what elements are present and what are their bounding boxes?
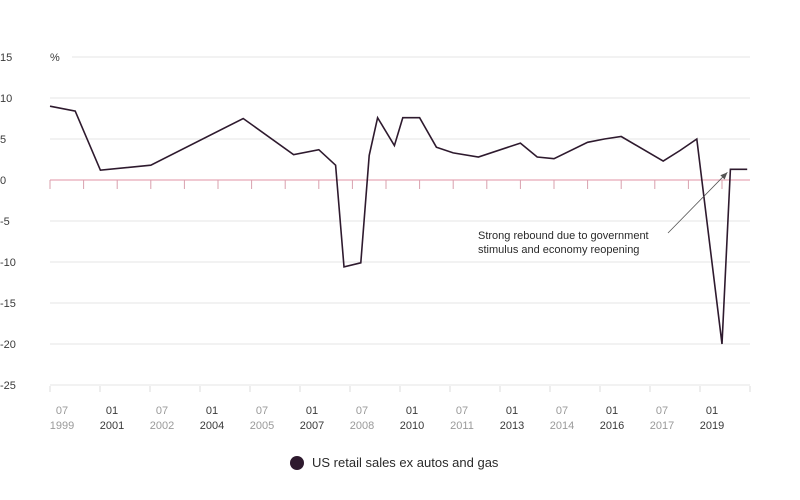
y-axis-ticks: 15 10 5 0 -5 -10 -15 -20 -25 — [0, 52, 16, 392]
x-tick-label-month: 07 — [656, 405, 668, 417]
x-tick-label-month: 01 — [706, 405, 718, 417]
legend-swatch — [290, 455, 304, 470]
x-tick-label-month: 07 — [456, 405, 468, 417]
x-tick-label: 07 2011 — [450, 405, 474, 432]
line-chart: 15 10 5 0 -5 -10 -15 -20 -25 % 07 1999 01 2001 07 200… — [0, 52, 751, 432]
x-axis-labels: 07 1999 01 2001 07 2002 01 2004 07 2005 01 2007 07 20… — [50, 405, 724, 432]
x-tick-label-month: 01 — [506, 405, 518, 417]
x-tick-label-month: 07 — [56, 405, 68, 417]
annotation-text-line-2: stimulus and economy reopening — [478, 244, 639, 256]
x-tick-label-year: 2011 — [450, 420, 474, 432]
x-tick-label: 07 2017 — [650, 405, 674, 432]
legend: US retail sales ex autos and gas — [290, 455, 498, 470]
gridlines — [50, 56, 750, 386]
x-tick-label-year: 2017 — [650, 420, 674, 432]
x-tick-label: 01 2019 — [700, 405, 724, 432]
y-tick-label: -15 — [0, 298, 16, 310]
legend-label: US retail sales ex autos and gas — [312, 455, 499, 470]
series-line-us-retail-sales — [49, 105, 748, 345]
x-tick-label: 07 2005 — [250, 405, 274, 432]
y-axis-unit-label: % — [50, 52, 60, 64]
y-tick-label: -5 — [0, 216, 10, 228]
x-tick-label-month: 01 — [106, 405, 118, 417]
x-tick-label: 01 2016 — [600, 405, 624, 432]
y-tick-label: 10 — [0, 93, 12, 105]
x-tick-label: 01 2013 — [500, 405, 524, 432]
x-axis-ticks — [49, 180, 751, 392]
x-tick-label: 01 2004 — [200, 405, 224, 432]
x-tick-label-month: 07 — [356, 405, 368, 417]
y-tick-label: 15 — [0, 52, 12, 64]
y-tick-label: -10 — [0, 257, 16, 269]
x-tick-label-month: 01 — [406, 405, 418, 417]
annotation-arrowhead — [720, 172, 728, 180]
x-tick-label: 07 1999 — [50, 405, 74, 432]
x-tick-label-year: 2008 — [350, 420, 374, 432]
x-tick-label: 01 2007 — [300, 405, 324, 432]
x-tick-label-month: 01 — [606, 405, 618, 417]
x-tick-label-year: 2005 — [250, 420, 274, 432]
y-tick-label: -25 — [0, 380, 16, 392]
x-tick-label-year: 2019 — [700, 420, 724, 432]
annotation: Strong rebound due to government stimulu… — [478, 172, 728, 256]
x-tick-label-year: 1999 — [50, 420, 74, 432]
y-tick-label: -20 — [0, 339, 16, 351]
x-tick-label-year: 2007 — [300, 420, 324, 432]
x-tick-label: 01 2010 — [400, 405, 424, 432]
x-tick-label-year: 2010 — [400, 420, 424, 432]
x-tick-label-year: 2014 — [550, 420, 574, 432]
x-tick-label-month: 07 — [556, 405, 568, 417]
annotation-text-line-1: Strong rebound due to government — [478, 230, 649, 242]
x-tick-label-year: 2002 — [150, 420, 174, 432]
x-tick-label: 07 2008 — [350, 405, 374, 432]
x-tick-label-year: 2004 — [200, 420, 224, 432]
x-tick-label-month: 01 — [306, 405, 318, 417]
x-tick-label: 07 2002 — [150, 405, 174, 432]
x-tick-label-year: 2016 — [600, 420, 624, 432]
x-tick-label-month: 01 — [206, 405, 218, 417]
y-tick-label: 5 — [0, 134, 6, 146]
x-tick-label: 01 2001 — [100, 405, 124, 432]
x-tick-label-month: 07 — [156, 405, 168, 417]
x-tick-label-year: 2001 — [100, 420, 124, 432]
x-tick-label-year: 2013 — [500, 420, 524, 432]
x-tick-label-month: 07 — [256, 405, 268, 417]
annotation-arrow — [667, 172, 728, 234]
y-tick-label: 0 — [0, 175, 6, 187]
x-tick-label: 07 2014 — [550, 405, 574, 432]
